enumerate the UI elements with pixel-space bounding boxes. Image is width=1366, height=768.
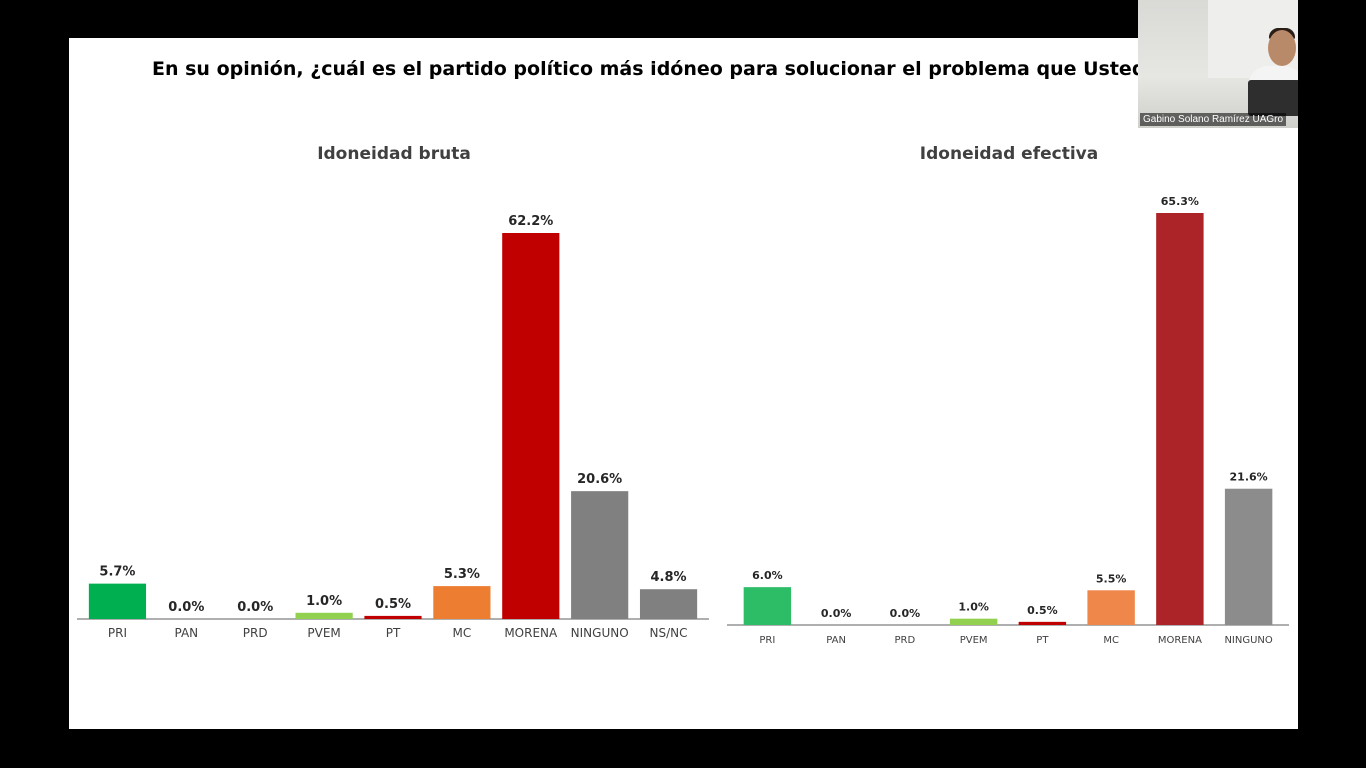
tick-label-morena: MORENA (504, 626, 558, 640)
bar-mc (1087, 590, 1135, 625)
data-label-pan: 0.0% (168, 600, 204, 615)
participant-name-label: Gabino Solano Ramírez UAGro (1140, 113, 1287, 126)
tick-label-mc: MC (453, 626, 472, 640)
tick-label-pt: PT (1036, 635, 1049, 646)
tick-label-pan: PAN (826, 635, 846, 646)
data-label-ninguno: 21.6% (1230, 471, 1268, 484)
data-label-pt: 0.5% (1027, 604, 1058, 617)
bar-pri (88, 583, 147, 619)
data-label-mc: 5.3% (444, 567, 480, 582)
bar-nsnc (639, 589, 698, 619)
tick-label-pri: PRI (759, 635, 775, 646)
tick-label-prd: PRD (243, 626, 268, 640)
data-label-pt: 0.5% (375, 597, 411, 612)
data-label-pri: 5.7% (99, 565, 135, 580)
chart-idoneidad-efectiva: 6.0% PRI 0.0% PAN 0.0% PRD 1.0% PVEM 0.5% PT 5.5% M… (727, 195, 1289, 646)
tick-label-ninguno: NINGUNO (1224, 635, 1272, 646)
data-label-nsnc: 4.8% (651, 570, 687, 585)
survey-question: En su opinión, ¿cuál es el partido polít… (152, 58, 1160, 80)
bar-pt (1018, 621, 1067, 625)
data-label-pvem: 1.0% (306, 594, 342, 609)
chart-title-efectiva: Idoneidad efectiva (919, 144, 1099, 164)
data-label-mc: 5.5% (1096, 572, 1127, 585)
presentation-slide: En su opinión, ¿cuál es el partido polít… (69, 38, 1298, 729)
bar-pvem (295, 612, 353, 619)
chart-idoneidad-bruta: 5.7% PRI 0.0% PAN 0.0% PRD 1.0% PVEM 0.5% PT 5.3% M… (77, 214, 709, 640)
tick-label-mc: MC (1103, 635, 1119, 646)
tick-label-prd: PRD (895, 635, 916, 646)
bar-ninguno (571, 491, 629, 619)
tick-label-pan: PAN (175, 626, 199, 640)
tick-label-nsnc: NS/NC (650, 626, 688, 640)
data-label-pan: 0.0% (821, 607, 852, 620)
bar-ninguno (1224, 488, 1273, 625)
data-label-pvem: 1.0% (958, 601, 989, 614)
bar-pri (743, 587, 792, 625)
participant-video-thumbnail[interactable]: Gabino Solano Ramírez UAGro (1138, 0, 1298, 128)
chart-title-bruta: Idoneidad bruta (317, 144, 471, 164)
tick-label-pvem: PVEM (960, 635, 988, 646)
data-label-prd: 0.0% (890, 607, 921, 620)
data-label-morena: 65.3% (1161, 195, 1199, 208)
data-label-pri: 6.0% (752, 569, 783, 582)
zoom-watermark: zoom (1170, 688, 1267, 728)
bar-pt (364, 615, 422, 619)
tick-label-ninguno: NINGUNO (571, 626, 629, 640)
tick-label-pvem: PVEM (307, 626, 340, 640)
data-label-ninguno: 20.6% (577, 472, 622, 487)
participant-head (1268, 30, 1296, 66)
tick-label-morena: MORENA (1158, 635, 1202, 646)
data-label-morena: 62.2% (508, 214, 553, 229)
bar-morena (1156, 213, 1204, 625)
tick-label-pt: PT (386, 626, 401, 640)
tick-label-pri: PRI (108, 626, 127, 640)
data-label-prd: 0.0% (237, 600, 273, 615)
bar-pvem (949, 618, 998, 625)
laptop (1248, 80, 1298, 116)
bar-mc (433, 586, 491, 619)
bar-morena (502, 233, 560, 619)
